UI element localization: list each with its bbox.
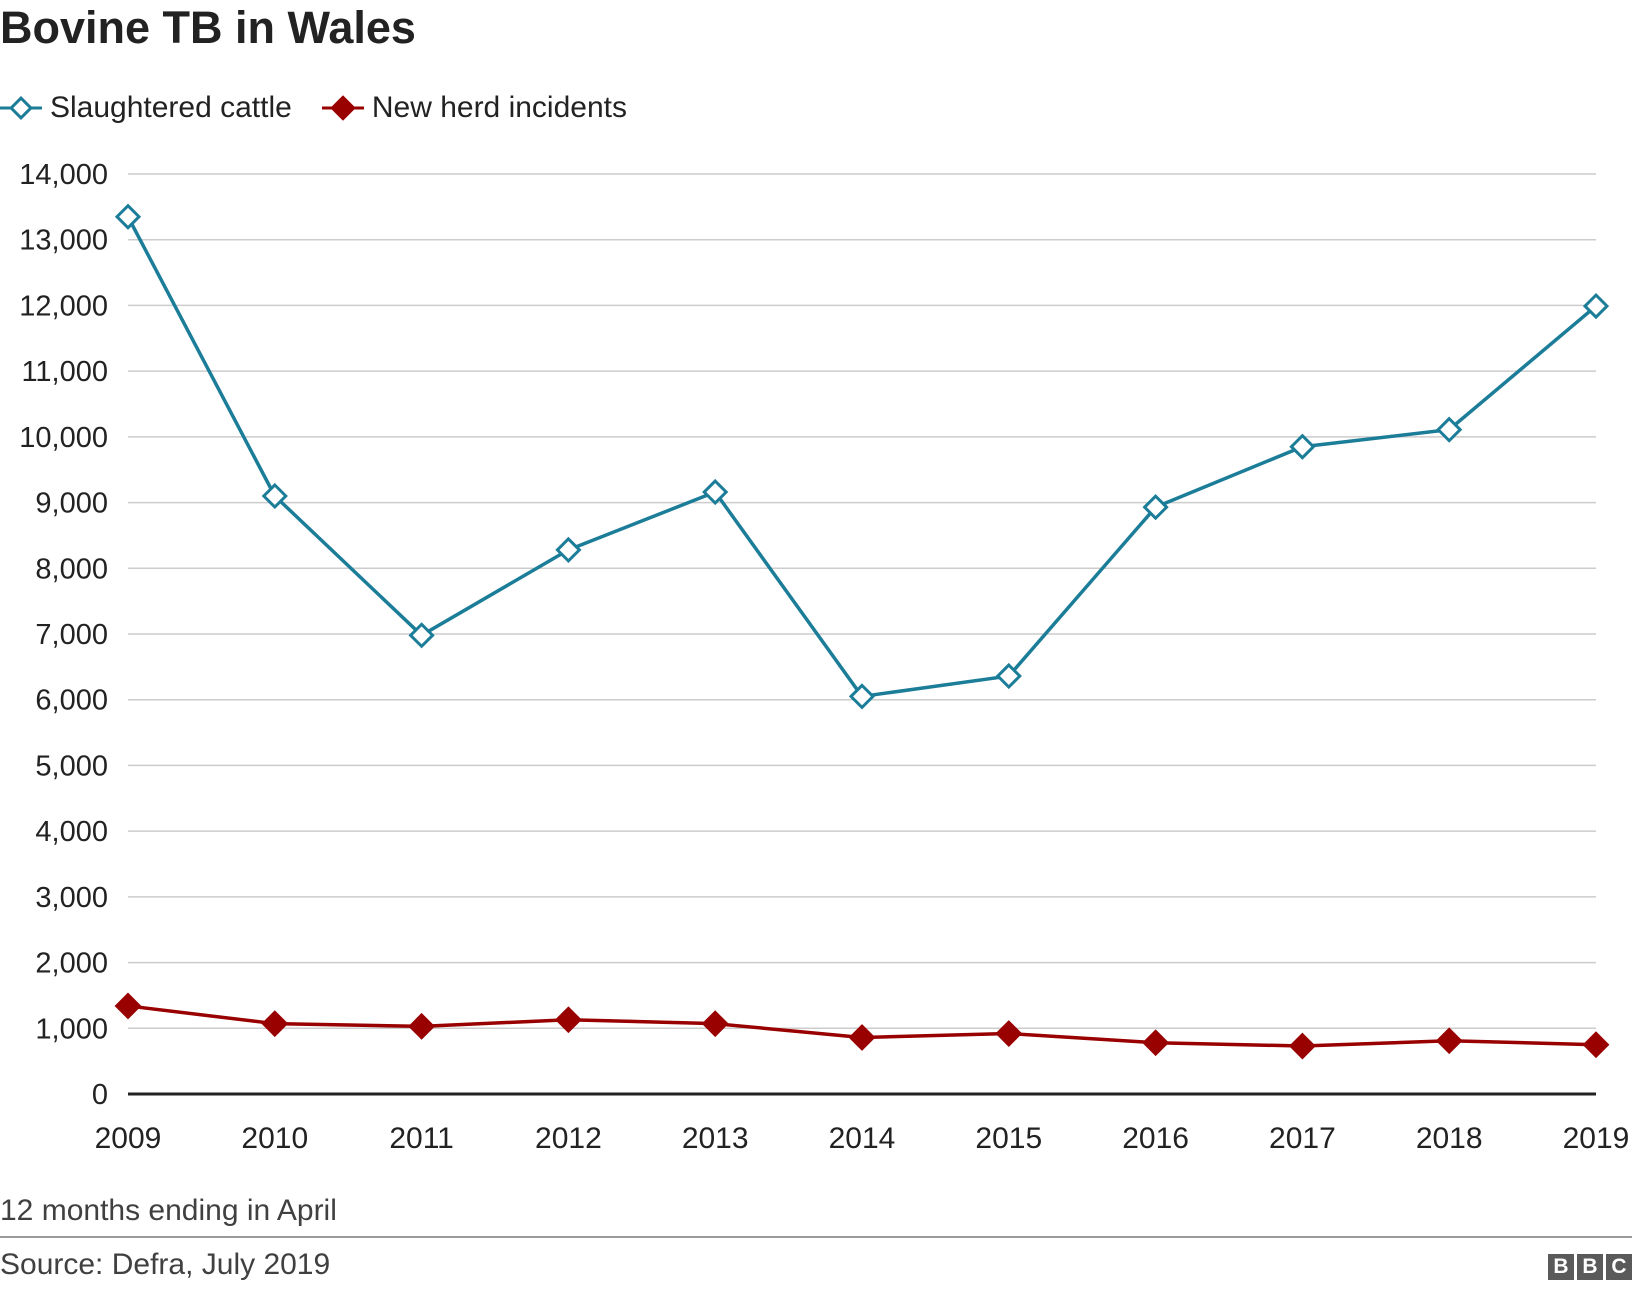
legend-item-slaughtered-cattle: Slaughtered cattle — [0, 91, 292, 125]
y-tick-label: 3,000 — [35, 882, 108, 914]
data-point-new-herd-incidents — [1582, 1031, 1610, 1059]
y-tick-label: 2,000 — [35, 948, 108, 980]
y-tick-label: 7,000 — [35, 619, 108, 651]
y-tick-label: 1,000 — [35, 1013, 108, 1045]
y-tick-label: 5,000 — [35, 750, 108, 782]
x-tick-label: 2011 — [389, 1122, 454, 1155]
y-tick-label: 11,000 — [21, 356, 108, 388]
series-line-slaughtered-cattle — [126, 215, 1598, 699]
data-point-slaughtered-cattle — [1289, 433, 1316, 460]
x-tick-label: 2010 — [241, 1122, 308, 1155]
x-tick-label: 2012 — [535, 1122, 602, 1155]
data-point-new-herd-incidents — [701, 1010, 729, 1038]
filled-diamond-line-icon — [321, 95, 364, 121]
source-credit: Source: Defra, July 2019 — [0, 1248, 331, 1281]
x-tick-label: 2019 — [1563, 1122, 1630, 1155]
y-tick-label: 8,000 — [35, 553, 108, 585]
line-chart: 0 1,000 2,000 3,000 4,000 5,000 6,000 7,000 8,00… — [19, 159, 1630, 1155]
data-point-new-herd-incidents — [1142, 1029, 1170, 1057]
bbc-logo-letter: B — [1577, 1254, 1603, 1280]
data-point-new-herd-incidents — [848, 1024, 876, 1051]
data-point-slaughtered-cattle — [848, 683, 876, 710]
chart-note: 12 months ending in April — [0, 1194, 337, 1227]
data-point-slaughtered-cattle — [1436, 416, 1463, 443]
y-tick-label: 13,000 — [19, 225, 108, 257]
data-point-new-herd-incidents — [1435, 1027, 1463, 1055]
data-point-slaughtered-cattle — [555, 536, 582, 564]
data-point-slaughtered-cattle — [261, 482, 288, 510]
bbc-logo: B B C — [1548, 1254, 1632, 1280]
chart-title: Bovine TB in Wales — [0, 2, 416, 53]
data-point-slaughtered-cattle — [1142, 494, 1169, 521]
data-point-new-herd-incidents — [261, 1010, 289, 1038]
y-tick-label: 10,000 — [19, 422, 108, 454]
legend-label-slaughtered-cattle: Slaughtered cattle — [50, 91, 292, 124]
legend: Slaughtered cattle New herd incidents — [0, 86, 657, 130]
data-point-slaughtered-cattle — [702, 478, 729, 506]
x-tick-label: 2018 — [1416, 1122, 1483, 1155]
data-point-slaughtered-cattle — [114, 203, 142, 230]
y-tick-label: 9,000 — [35, 488, 108, 520]
data-point-slaughtered-cattle — [408, 622, 435, 649]
y-tick-label: 0 — [92, 1079, 108, 1111]
y-tick-label: 12,000 — [19, 290, 108, 322]
data-point-new-herd-incidents — [1288, 1032, 1316, 1060]
y-tick-label: 14,000 — [19, 159, 108, 191]
legend-item-new-herd-incidents: New herd incidents — [321, 91, 627, 125]
bbc-logo-letter: B — [1548, 1254, 1574, 1280]
x-tick-label: 2017 — [1269, 1122, 1336, 1155]
x-tick-label: 2015 — [975, 1122, 1042, 1155]
hollow-diamond-line-icon — [0, 95, 42, 121]
x-tick-label: 2014 — [829, 1122, 896, 1155]
data-point-slaughtered-cattle — [995, 662, 1022, 690]
legend-label-new-herd-incidents: New herd incidents — [371, 91, 627, 124]
footer-divider — [0, 1236, 1632, 1238]
x-tick-label: 2009 — [95, 1122, 162, 1155]
y-tick-label: 6,000 — [35, 685, 108, 717]
data-point-new-herd-incidents — [995, 1020, 1023, 1047]
x-tick-label: 2016 — [1122, 1122, 1189, 1155]
data-point-new-herd-incidents — [408, 1012, 436, 1040]
data-point-new-herd-incidents — [114, 992, 142, 1020]
y-tick-label: 4,000 — [35, 816, 108, 848]
data-point-new-herd-incidents — [554, 1006, 582, 1034]
x-tick-label: 2013 — [682, 1122, 749, 1155]
data-point-slaughtered-cattle — [1582, 292, 1610, 320]
bbc-logo-letter: C — [1606, 1254, 1632, 1280]
